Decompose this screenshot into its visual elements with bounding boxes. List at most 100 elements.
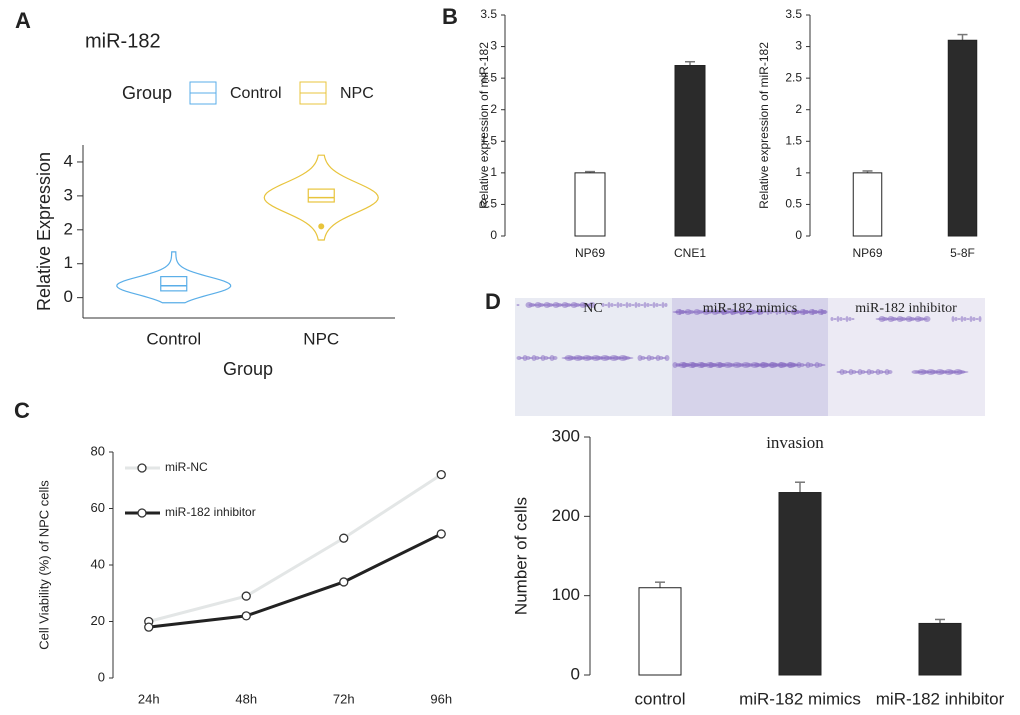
cell — [836, 371, 842, 373]
point — [144, 622, 154, 632]
cell — [766, 309, 770, 315]
cell — [842, 318, 846, 320]
legend-marker — [137, 508, 147, 518]
panel-label: C — [14, 398, 30, 423]
cell — [622, 304, 626, 306]
line — [148, 532, 442, 629]
cell — [790, 309, 798, 315]
y-tick-label: 4 — [64, 151, 73, 170]
y-axis-label: Relative expression of miR-182 — [477, 42, 491, 209]
cell — [839, 369, 845, 375]
y-tick-label: 3 — [490, 39, 497, 53]
legend-label: NPC — [340, 85, 374, 102]
cell — [875, 369, 881, 375]
cell — [634, 302, 638, 308]
chart-title: invasion — [766, 433, 824, 452]
bar — [852, 172, 883, 237]
y-tick-label: 0 — [571, 664, 580, 683]
cell — [736, 311, 740, 313]
legend-label: Control — [230, 85, 282, 102]
cell — [540, 355, 546, 361]
x-tick-label: CNE1 — [674, 246, 706, 260]
x-tick-label: 24h — [138, 691, 160, 706]
y-tick-label: 1.5 — [480, 133, 497, 147]
chart-title: miR-182 — [85, 30, 161, 52]
cell — [911, 370, 921, 374]
cell — [675, 364, 685, 366]
cell — [757, 309, 761, 315]
y-tick-label: 0 — [98, 669, 105, 684]
cell — [763, 311, 767, 313]
cell — [730, 309, 734, 315]
x-tick-label: NP69 — [852, 246, 882, 260]
cell — [969, 316, 973, 322]
outlier — [318, 223, 325, 230]
chart-panel: 0 0.5 1 1.5 2 2.5 3 3.5 Relative expression of m… — [757, 7, 978, 260]
micrograph — [672, 298, 829, 416]
legend-marker — [137, 463, 147, 473]
cell — [866, 369, 872, 375]
cell — [884, 369, 890, 375]
y-tick-label: 0 — [490, 228, 497, 242]
cell — [601, 303, 605, 307]
cell — [784, 309, 788, 315]
cell — [724, 310, 728, 314]
y-tick-label: 0.5 — [785, 197, 802, 211]
cell — [661, 302, 665, 308]
cell — [672, 362, 678, 368]
cell — [830, 317, 834, 321]
bar — [574, 172, 606, 237]
cell — [631, 304, 635, 306]
bar — [918, 622, 962, 676]
violin — [263, 154, 379, 241]
line — [148, 473, 443, 623]
x-tick-label: 5-8F — [950, 246, 975, 260]
cell — [655, 303, 659, 307]
cell — [718, 311, 722, 313]
cell — [745, 311, 749, 313]
x-tick-label: 72h — [333, 691, 355, 706]
cell — [721, 309, 725, 315]
point — [339, 577, 349, 587]
cell — [739, 309, 743, 315]
cell — [658, 304, 662, 306]
cell — [772, 311, 776, 313]
image-label: miR-182 inhibitor — [855, 301, 957, 316]
bar — [947, 39, 978, 237]
cell — [754, 363, 760, 367]
x-tick-label: miR-182 mimics — [739, 689, 861, 708]
cell — [604, 304, 608, 306]
cell — [787, 362, 793, 368]
y-axis-label: Number of cells — [511, 497, 530, 615]
cell — [643, 302, 647, 308]
cell — [972, 317, 976, 321]
image-label: miR-182 mimics — [703, 301, 798, 316]
y-axis-label: Relative Expression — [34, 152, 54, 311]
cell — [655, 355, 661, 361]
cell — [664, 355, 670, 361]
y-tick-label: 2 — [490, 102, 497, 116]
cell — [628, 303, 632, 307]
cell — [857, 369, 863, 375]
x-axis-label: Group — [223, 359, 273, 379]
y-tick-label: 3 — [64, 185, 73, 204]
cell — [625, 302, 629, 308]
point — [436, 529, 446, 539]
x-tick-label: NP69 — [575, 246, 605, 260]
cell — [851, 318, 855, 320]
x-tick-label: 48h — [235, 691, 257, 706]
point — [241, 611, 251, 621]
cell — [619, 303, 623, 307]
y-tick-label: 2.5 — [480, 70, 497, 84]
cell — [760, 310, 764, 314]
cell — [839, 317, 843, 321]
cell — [978, 316, 982, 322]
cell — [805, 362, 811, 368]
cell — [787, 310, 791, 314]
y-tick-label: 2.5 — [785, 70, 802, 84]
cell — [778, 362, 784, 368]
cell — [754, 311, 758, 313]
y-tick-label: 2 — [795, 102, 802, 116]
